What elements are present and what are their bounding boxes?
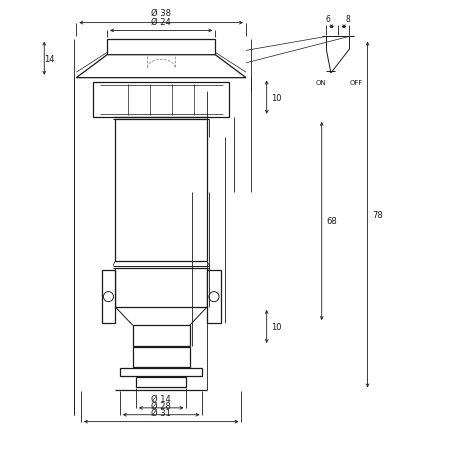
Bar [133,347,189,367]
Text: Ø 31: Ø 31 [151,408,171,417]
Text: Ø 14: Ø 14 [151,394,171,403]
Text: 10: 10 [271,322,281,331]
Bar [133,325,189,346]
Bar [101,271,115,323]
Bar [115,120,207,262]
Bar [115,269,207,307]
Text: ON: ON [315,80,325,86]
Text: Ø 38: Ø 38 [151,9,171,18]
Text: 14: 14 [44,55,54,63]
Text: 68: 68 [325,217,336,226]
Polygon shape [76,56,246,78]
Bar [120,368,202,376]
Bar [93,83,229,118]
Text: OFF: OFF [348,80,362,86]
Text: Ø 28: Ø 28 [151,401,171,410]
Text: 78: 78 [371,211,382,219]
Text: Ø 24: Ø 24 [151,18,171,27]
Text: 6: 6 [325,15,330,23]
Text: 10: 10 [271,94,281,102]
Text: 8: 8 [345,15,349,23]
Bar [207,271,220,323]
Bar [107,39,215,56]
Bar [136,377,186,387]
